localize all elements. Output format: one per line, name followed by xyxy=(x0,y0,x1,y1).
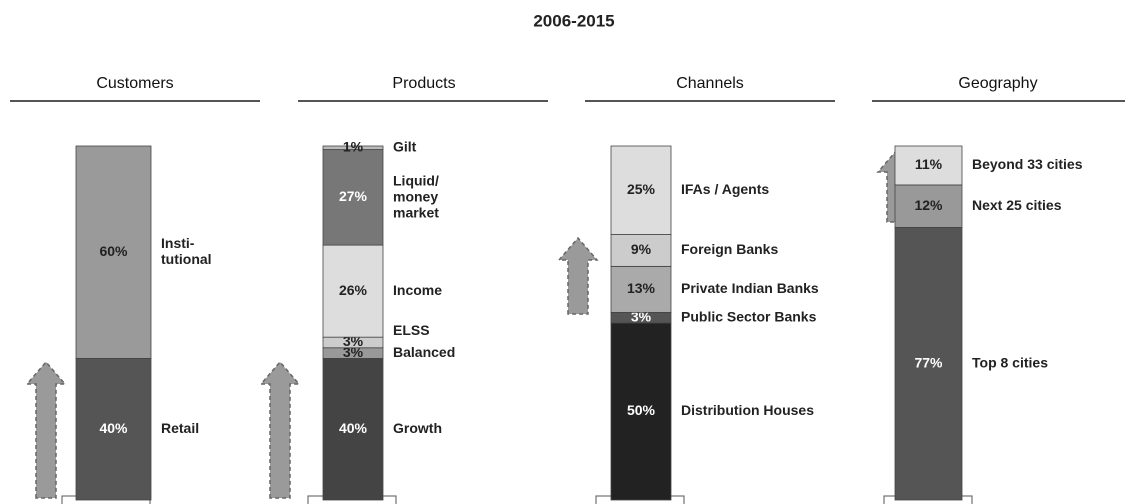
value-label: 13% xyxy=(627,280,656,296)
value-label: 40% xyxy=(339,420,368,436)
bar-segment xyxy=(75,357,152,501)
segment-label: Foreign Banks xyxy=(681,241,778,257)
segment-label: Private Indian Banks xyxy=(681,280,819,296)
bar-segment xyxy=(894,145,963,186)
segment-label: Retail xyxy=(161,420,199,436)
segment-label: Public Sector Banks xyxy=(681,308,817,324)
value-label: 1% xyxy=(343,138,364,154)
value-label: 60% xyxy=(99,243,128,259)
value-label: 9% xyxy=(631,241,652,257)
growth-arrow xyxy=(259,360,301,499)
panel-title: Geography xyxy=(958,75,1037,92)
bar-segment xyxy=(322,145,384,150)
segment-label: Top 8 cities xyxy=(972,354,1048,370)
value-label: 27% xyxy=(339,188,368,204)
segment-label: Income xyxy=(393,282,442,298)
panel-title: Customers xyxy=(96,75,173,92)
segment-label: Liquid/money market xyxy=(393,172,439,220)
bar-segment xyxy=(322,244,384,338)
value-label: 26% xyxy=(339,282,368,298)
chart-title: 2006-2015 xyxy=(533,11,614,30)
value-label: 77% xyxy=(914,354,943,370)
bar-segment xyxy=(894,227,963,501)
bar-segment xyxy=(610,145,672,235)
value-label: 25% xyxy=(627,181,656,197)
segment-label: ELSS xyxy=(393,322,430,338)
growth-arrow xyxy=(557,236,599,315)
value-label: 40% xyxy=(99,420,128,436)
panel-title: Products xyxy=(392,75,455,92)
segment-label: IFAs / Agents xyxy=(681,181,769,197)
bar-segment xyxy=(322,149,384,246)
bar-segment xyxy=(610,265,672,313)
panel-title: Channels xyxy=(676,75,744,92)
segment-label: Balanced xyxy=(393,344,455,360)
bar-segment xyxy=(75,145,152,359)
value-label: 50% xyxy=(627,402,656,418)
growth-arrow xyxy=(25,360,67,499)
segment-label: Beyond 33 cities xyxy=(972,156,1083,172)
bar-segment xyxy=(610,322,672,501)
segment-label: Growth xyxy=(393,420,442,436)
value-label: 11% xyxy=(915,156,943,172)
segment-label: Gilt xyxy=(393,138,417,154)
segment-label: Next 25 cities xyxy=(972,197,1062,213)
value-label: 12% xyxy=(914,197,943,213)
segment-label: Distribution Houses xyxy=(681,402,814,418)
segment-label: Insti-tutional xyxy=(161,235,212,267)
